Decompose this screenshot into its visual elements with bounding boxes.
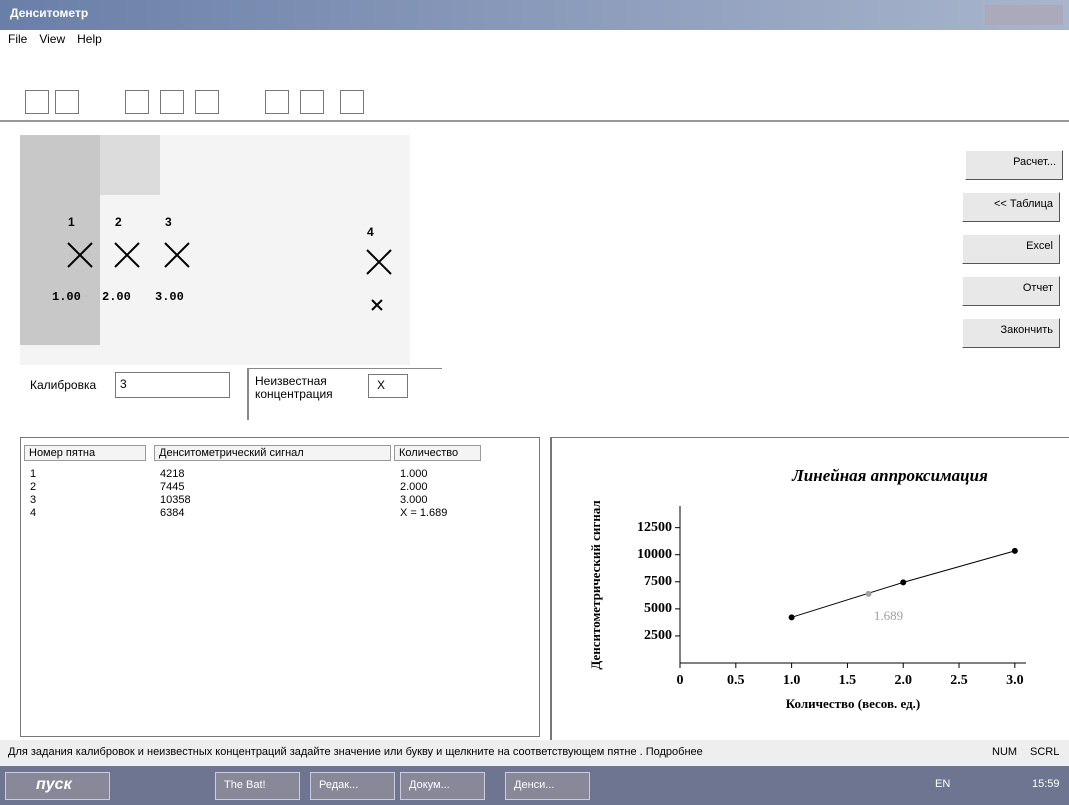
- task-button[interactable]: Денси...: [505, 772, 590, 800]
- x-tick-label: 1.5: [839, 673, 857, 688]
- start-button[interactable]: пуск: [5, 772, 110, 800]
- x-tick-label: 3.0: [1006, 673, 1024, 688]
- table-cell: 2: [30, 481, 36, 493]
- table-cell: 10358: [160, 494, 191, 506]
- tool-icon[interactable]: [265, 90, 289, 114]
- y-tick-label: 12500: [637, 520, 672, 535]
- button[interactable]: Excel: [962, 234, 1060, 264]
- label-line: концентрация: [255, 388, 333, 401]
- menu-bar: File View Help: [8, 32, 102, 48]
- table-cell: 4: [30, 507, 36, 519]
- menu-item[interactable]: View: [39, 32, 65, 48]
- clock: 15:59: [1032, 778, 1060, 790]
- tool-icon[interactable]: [300, 90, 324, 114]
- task-button[interactable]: Докум...: [400, 772, 485, 800]
- column-header[interactable]: Количество: [394, 445, 481, 461]
- column-header[interactable]: Денситометрический сигнал: [154, 445, 391, 461]
- x-axis-label: Количество (весов. ед.): [786, 696, 921, 711]
- tool-icon[interactable]: [340, 90, 364, 114]
- table-cell: 1: [30, 468, 36, 480]
- x-tick-label: 2.0: [894, 673, 912, 688]
- column-header[interactable]: Номер пятна: [24, 445, 146, 461]
- x-tick-label: 2.5: [950, 673, 968, 688]
- spot-number: 3: [165, 215, 172, 229]
- table-cell: 3.000: [400, 494, 428, 506]
- table-cell: 6384: [160, 507, 184, 519]
- x-tick-label: 0: [677, 673, 684, 688]
- spot-amount: 3.00: [155, 290, 184, 304]
- window-controls[interactable]: [985, 5, 1063, 25]
- menu-item[interactable]: Help: [77, 32, 102, 48]
- unknown-label: 1.689: [874, 608, 903, 623]
- data-point: [1012, 548, 1018, 554]
- spot-number: 2: [115, 215, 122, 229]
- spot-marks: [20, 135, 410, 365]
- button[interactable]: Расчет...: [965, 150, 1063, 180]
- x-tick-label: 0.5: [727, 673, 745, 688]
- window-title: Денситометр: [10, 6, 88, 20]
- y-tick-label: 2500: [644, 628, 672, 643]
- title-bar: Денситометр: [0, 0, 1069, 30]
- button[interactable]: Отчет: [962, 276, 1060, 306]
- data-point: [789, 614, 795, 620]
- table-cell: 1.000: [400, 468, 428, 480]
- table-cell: 3: [30, 494, 36, 506]
- table-cell: 7445: [160, 481, 184, 493]
- print-icon[interactable]: [125, 90, 149, 114]
- table-cell: 2.000: [400, 481, 428, 493]
- y-axis-label: Денситометрический сигнал: [588, 500, 603, 669]
- spot-number: 4: [367, 225, 374, 239]
- chart: 2500 5000 7500 10000 12500 0 0.5 1.0 1.5 2.0 2.5 3.…: [550, 437, 1069, 740]
- save-icon[interactable]: [55, 90, 79, 114]
- results-table: [20, 437, 540, 737]
- y-tick-label: 7500: [644, 574, 672, 589]
- chart-title: Линейная аппроксимация: [791, 466, 988, 485]
- menu-item[interactable]: File: [8, 32, 27, 48]
- button[interactable]: << Таблица: [962, 192, 1060, 222]
- status-panel: NUM: [992, 746, 1017, 758]
- task-button[interactable]: Редак...: [310, 772, 395, 800]
- spot-number: 1: [68, 215, 75, 229]
- button[interactable]: Закончить: [962, 318, 1060, 348]
- open-icon[interactable]: [25, 90, 49, 114]
- table-cell: 4218: [160, 468, 184, 480]
- y-tick-label: 10000: [637, 547, 672, 562]
- status-panel: SCRL: [1030, 746, 1059, 758]
- concentration-input[interactable]: X: [368, 374, 408, 398]
- help-icon[interactable]: [160, 90, 184, 114]
- app-window: Денситометр File View Help Калибровка 3 Не…: [0, 0, 1069, 805]
- x-tick-label: 1.0: [783, 673, 801, 688]
- y-tick-label: 5000: [644, 601, 672, 616]
- status-message: Для задания калибровок и неизвестных кон…: [8, 746, 703, 758]
- status-bar: Для задания калибровок и неизвестных кон…: [0, 740, 1069, 766]
- calibration-label: Калибровка: [30, 378, 96, 392]
- table-cell: X = 1.689: [400, 507, 447, 519]
- language[interactable]: EN: [935, 778, 950, 790]
- spot-amount: 2.00: [102, 290, 131, 304]
- task-button[interactable]: The Bat!: [215, 772, 300, 800]
- spot-amount: 1.00: [52, 290, 81, 304]
- separator: [0, 120, 1069, 122]
- unknown-point: [866, 591, 872, 597]
- context-help-icon[interactable]: [195, 90, 219, 114]
- calibration-input[interactable]: 3: [115, 372, 230, 398]
- data-point: [900, 579, 906, 585]
